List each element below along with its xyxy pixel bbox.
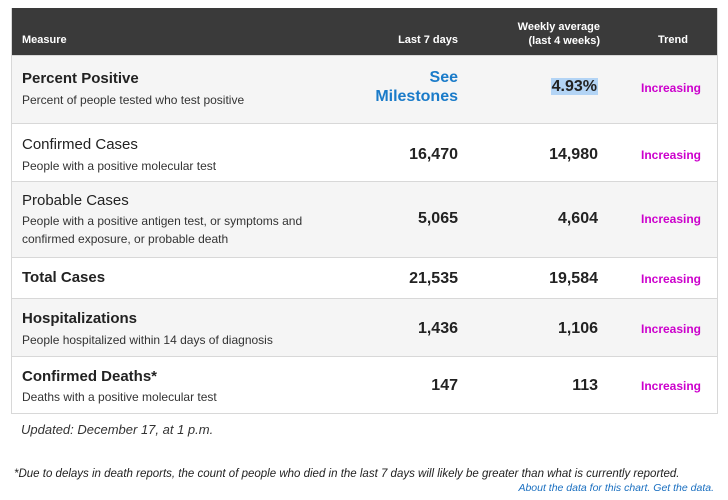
deaths-footnote: *Due to delays in death reports, the cou… <box>14 468 680 480</box>
row-subtitle-line2: confirmed exposure, or probable death <box>22 232 229 246</box>
see-milestones-line1: See <box>429 69 458 86</box>
row-subtitle: People with a positive antigen test, or … <box>22 212 302 248</box>
row-title: Hospitalizations <box>22 310 138 327</box>
row-trend: Increasing <box>640 322 702 336</box>
row-trend: Increasing <box>640 272 702 286</box>
header-weekly: Weekly average (last 4 weeks) <box>507 20 600 48</box>
footer-links: About the data for this chart. Get the d… <box>518 482 714 494</box>
data-table: Measure Last 7 days Weekly average (last… <box>11 8 718 414</box>
header-weekly-line1: Weekly average <box>517 21 600 33</box>
header-weekly-line2: (last 4 weeks) <box>528 35 600 47</box>
row-weekly-value: 4.93% <box>482 78 598 96</box>
get-data-link[interactable]: Get the data. <box>653 482 714 494</box>
row-weekly-value: 113 <box>572 377 598 394</box>
row-title: Confirmed Cases <box>22 136 138 153</box>
header-trend: Trend <box>658 34 688 46</box>
updated-timestamp: Updated: December 17, at 1 p.m. <box>21 422 214 437</box>
header-last7: Last 7 days <box>398 34 458 46</box>
row-title: Total Cases <box>22 269 106 286</box>
row-trend: Increasing <box>640 212 702 226</box>
see-milestones-link[interactable]: See Milestones <box>342 68 458 106</box>
table-header: Measure Last 7 days Weekly average (last… <box>12 8 717 55</box>
about-data-link[interactable]: About the data for this chart. <box>518 482 651 494</box>
table-row-probable-cases: Probable Cases People with a positive an… <box>12 181 717 257</box>
row-weekly-value: 4,604 <box>557 210 598 227</box>
table-row-hospitalizations: Hospitalizations People hospitalized wit… <box>12 298 717 356</box>
table-row-percent-positive: Percent Positive Percent of people teste… <box>12 55 717 123</box>
row-trend: Increasing <box>640 148 702 162</box>
row-last7-value: 5,065 <box>417 210 458 227</box>
row-title: Percent Positive <box>22 70 139 87</box>
row-weekly-value: 1,106 <box>557 320 598 337</box>
row-subtitle: People with a positive molecular test <box>22 159 217 173</box>
row-subtitle-line1: People with a positive antigen test, or … <box>22 214 303 228</box>
table-row-confirmed-cases: Confirmed Cases People with a positive m… <box>12 123 717 181</box>
row-weekly-value: 19,584 <box>549 270 598 287</box>
row-last7-value: 147 <box>431 377 458 394</box>
row-trend: Increasing <box>640 81 702 95</box>
table-row-confirmed-deaths: Confirmed Deaths* Deaths with a positive… <box>12 356 717 413</box>
table-row-total-cases: Total Cases 21,535 19,584 Increasing <box>12 257 717 298</box>
row-last7-value: 1,436 <box>417 320 458 337</box>
row-weekly-value: 14,980 <box>549 146 598 163</box>
row-subtitle: Percent of people tested who test positi… <box>22 93 245 107</box>
see-milestones-line2: Milestones <box>375 88 458 105</box>
highlighted-value: 4.93% <box>550 78 598 95</box>
row-title: Confirmed Deaths* <box>22 368 158 385</box>
row-last7-value: 16,470 <box>409 146 458 163</box>
row-last7-value: 21,535 <box>409 270 458 287</box>
row-subtitle: People hospitalized within 14 days of di… <box>22 333 273 347</box>
header-measure: Measure <box>22 34 67 46</box>
row-trend: Increasing <box>640 379 702 393</box>
row-subtitle: Deaths with a positive molecular test <box>22 390 217 404</box>
row-title: Probable Cases <box>22 192 129 209</box>
